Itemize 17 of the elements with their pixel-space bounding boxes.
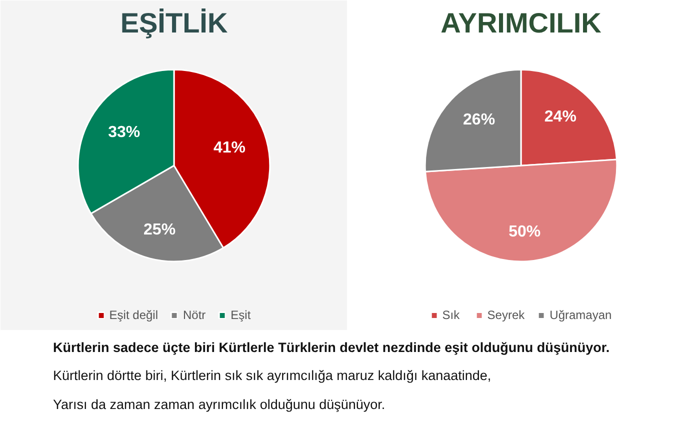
data-label: 41%	[213, 139, 246, 156]
text: Yarısı da zaman zaman ayrımcılık olduğunu düşünüyor.	[53, 396, 386, 414]
data-label: 26%	[463, 111, 496, 128]
text: Kürtlerin sadece üçte biri Kürtlerle Türklerin devlet nezdinde eşit olduğunu düşünüyor.	[53, 339, 610, 357]
data-label: 25%	[144, 222, 176, 239]
data-label: 33%	[108, 124, 140, 141]
chart-title: EŞİTLİK	[120, 8, 228, 38]
legend-label: Sık	[442, 308, 461, 322]
legend-label: Nötr	[183, 308, 206, 322]
chart-title: AYRIMCILIK	[440, 8, 602, 38]
legend-label: Seyrek	[487, 308, 525, 322]
legend-label: Eşit değil	[109, 308, 158, 322]
legend-label: Uğramayan	[550, 308, 612, 322]
text: Kürtlerin dörtte biri, Kürtlerin sık sık ayrımcılığa maruz kaldığı kanaatinde,	[53, 367, 492, 386]
data-label: 50%	[508, 224, 541, 241]
legend-label: Eşit	[230, 308, 251, 322]
data-label: 24%	[544, 108, 576, 126]
